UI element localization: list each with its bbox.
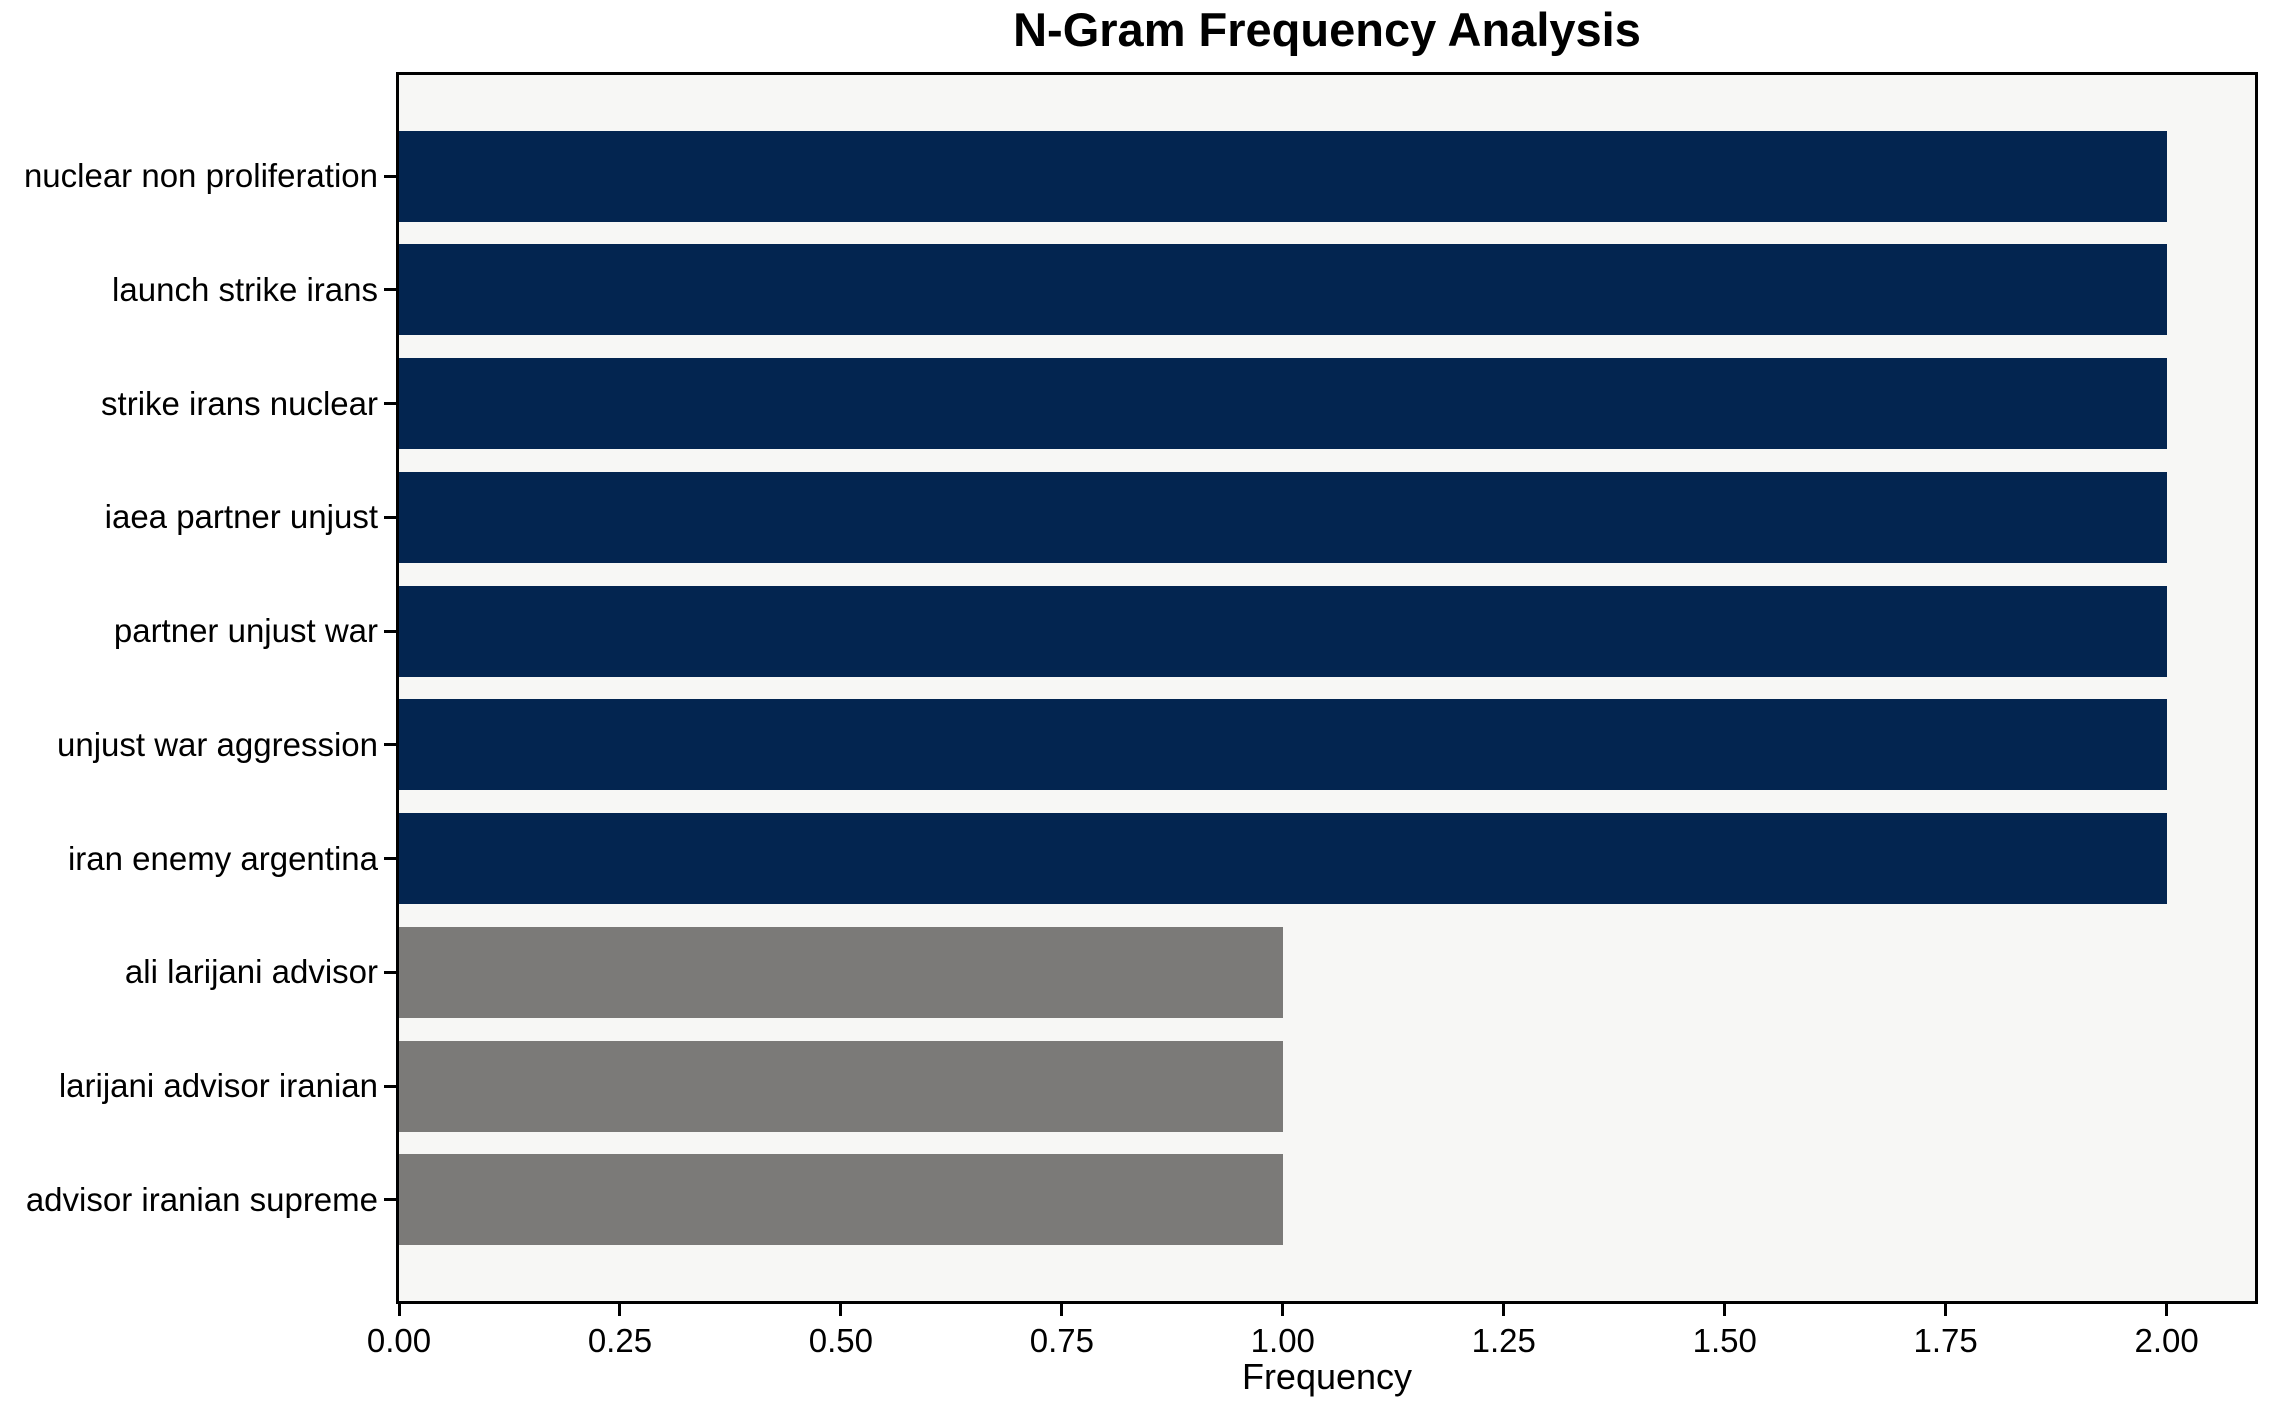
y-tick-mark [384, 970, 396, 974]
bar [399, 1154, 1283, 1246]
x-tick-label: 1.00 [1250, 1322, 1315, 1359]
y-tick-label: iran enemy argentina [67, 839, 378, 877]
x-axis-title: Frequency [1241, 1356, 1413, 1397]
bar [399, 471, 2167, 563]
x-tick-label: 0.25 [587, 1322, 653, 1359]
chart-title: N-Gram Frequency Analysis [1013, 3, 1641, 56]
bar [399, 358, 2167, 450]
y-tick-label: unjust war aggression [56, 725, 378, 763]
x-tick-label: 0.00 [366, 1322, 432, 1359]
x-tick-mark [1944, 1304, 1948, 1316]
x-tick-mark [839, 1304, 843, 1316]
x-tick-mark [2165, 1304, 2169, 1316]
y-tick-mark [384, 743, 396, 747]
x-tick-mark [1502, 1304, 1506, 1316]
bar [399, 699, 2167, 791]
bar [399, 813, 2167, 905]
x-tick-mark [618, 1304, 622, 1316]
y-tick-label: nuclear non proliferation [23, 157, 378, 195]
x-tick-label: 0.75 [1029, 1322, 1094, 1359]
bar [399, 244, 2167, 336]
x-tick-mark [1281, 1304, 1285, 1316]
y-tick-mark [384, 857, 396, 861]
y-tick-mark [384, 402, 396, 406]
x-tick-label: 1.25 [1471, 1322, 1536, 1359]
x-tick-mark [1723, 1304, 1727, 1316]
y-tick-mark [384, 288, 396, 292]
y-tick-mark [384, 515, 396, 519]
y-tick-mark [384, 1198, 396, 1202]
y-tick-label: larijani advisor iranian [58, 1067, 378, 1105]
bar [399, 1040, 1283, 1132]
x-tick-label: 1.50 [1692, 1322, 1757, 1359]
x-tick-label: 0.50 [808, 1322, 874, 1359]
y-tick-mark [384, 1084, 396, 1088]
y-tick-mark [384, 629, 396, 633]
x-tick-mark [1060, 1304, 1064, 1316]
y-tick-mark [384, 174, 396, 178]
x-tick-mark [397, 1304, 401, 1316]
y-tick-label: strike irans nuclear [101, 384, 378, 422]
y-tick-label: ali larijani advisor [124, 953, 378, 991]
y-tick-label: partner unjust war [113, 612, 378, 650]
x-tick-label: 2.00 [2134, 1322, 2199, 1359]
y-tick-label: iaea partner unjust [104, 498, 378, 536]
x-tick-label: 1.75 [1913, 1322, 1978, 1359]
y-tick-label: advisor iranian supreme [25, 1180, 378, 1218]
y-tick-label: launch strike irans [112, 270, 378, 308]
bar [399, 926, 1283, 1018]
bar [399, 130, 2167, 222]
bar [399, 585, 2167, 677]
plot-area [396, 72, 2258, 1304]
